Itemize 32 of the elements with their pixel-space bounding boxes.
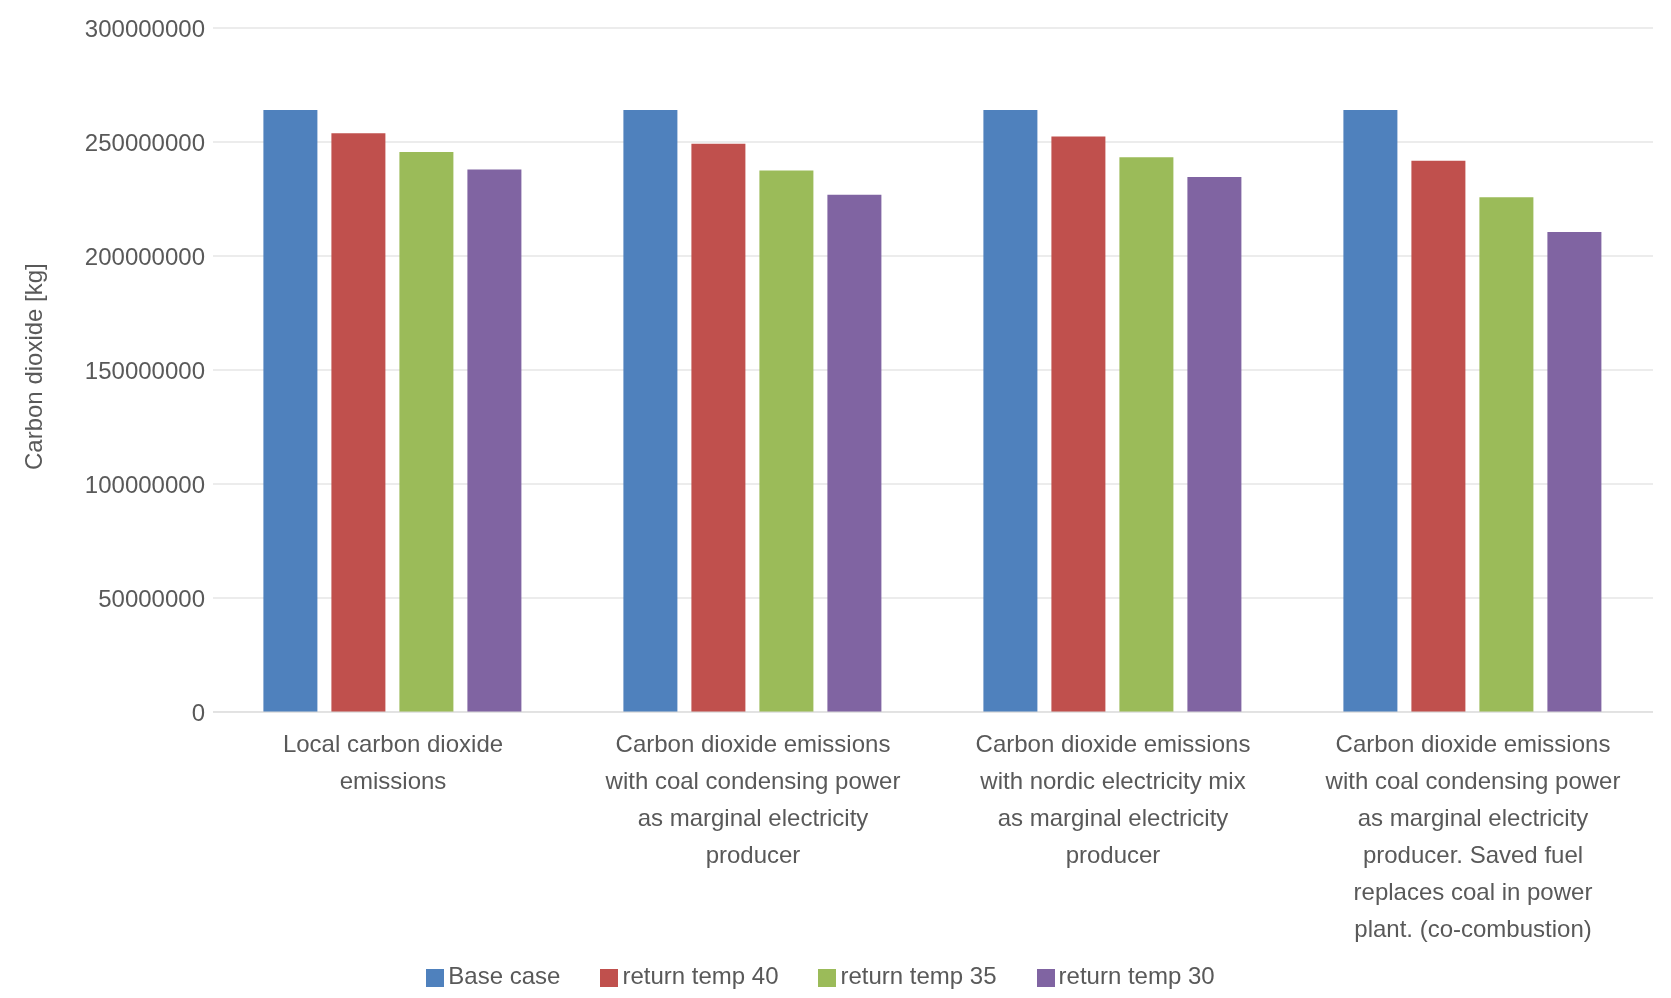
legend-label: return temp 40	[622, 962, 779, 989]
legend-label: return temp 35	[840, 962, 997, 989]
bar	[263, 110, 318, 712]
y-axis-title: Carbon dioxide [kg]	[19, 263, 47, 470]
bar	[1119, 157, 1174, 712]
bar	[691, 143, 746, 712]
legend-label: return temp 30	[1058, 962, 1215, 989]
bar	[1187, 177, 1242, 712]
bar	[1479, 197, 1534, 712]
bar	[1547, 232, 1602, 712]
bar	[623, 110, 678, 712]
y-tick-label: 100000000	[84, 470, 205, 498]
bar	[1343, 110, 1398, 712]
x-tick-label: Local carbon dioxide emissions	[282, 730, 504, 794]
bar	[827, 194, 882, 712]
bar	[467, 169, 522, 712]
bar	[759, 170, 814, 712]
legend-label: Base case	[448, 962, 561, 989]
x-tick-label: Carbon dioxide emissions with nordic electricity mix as marginal electricity producer	[975, 730, 1251, 868]
bar	[399, 152, 454, 712]
y-tick-label: 250000000	[84, 128, 205, 156]
x-tick-label: Carbon dioxide emissions with coal condensing power as marginal electricity producer. Saved fuel replaces coal in power plant. (co-combustion)	[1324, 730, 1621, 942]
bar	[983, 110, 1038, 712]
bar	[331, 133, 386, 712]
y-tick-label: 200000000	[84, 242, 205, 270]
bar	[1051, 136, 1106, 712]
y-tick-label: 50000000	[98, 584, 205, 612]
y-tick-label: 0	[191, 698, 205, 726]
x-tick-label: Carbon dioxide emissions with coal condensing power as marginal electricity producer	[604, 730, 901, 868]
bar	[1411, 160, 1466, 712]
y-tick-label: 150000000	[84, 356, 205, 384]
y-tick-label: 300000000	[84, 14, 205, 42]
